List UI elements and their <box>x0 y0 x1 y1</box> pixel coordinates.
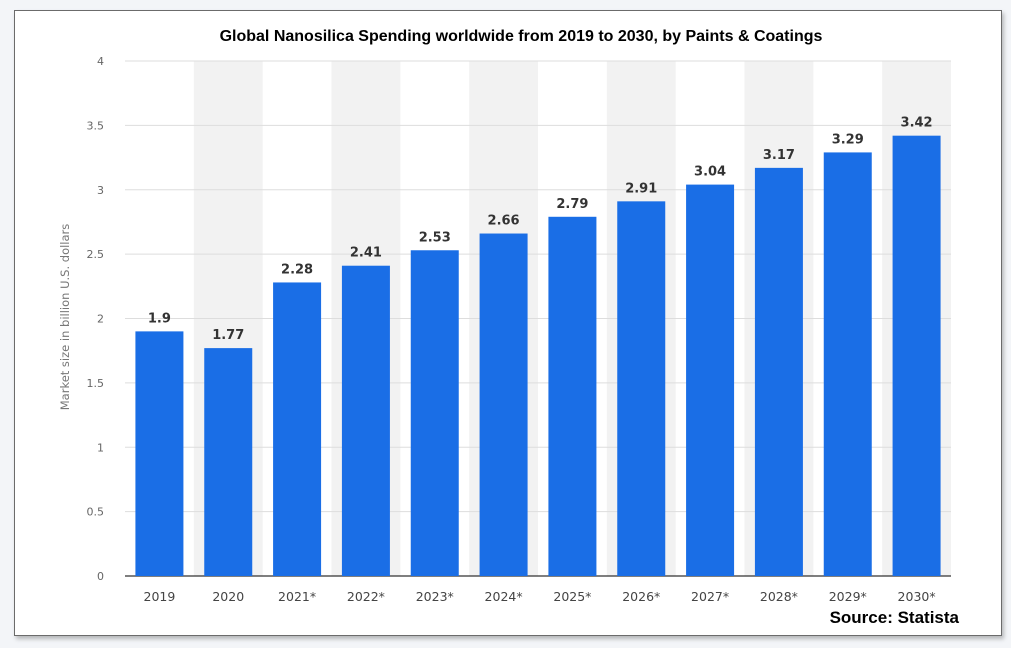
x-tick-label: 2023* <box>416 589 454 604</box>
bar <box>410 250 459 576</box>
y-tick-label: 4 <box>97 55 104 68</box>
bar <box>686 184 735 576</box>
data-label: 1.77 <box>212 328 244 343</box>
bar <box>754 167 803 577</box>
bar <box>273 282 322 576</box>
y-tick-label: 2 <box>97 313 104 326</box>
chart-frame: Global Nanosilica Spending worldwide fro… <box>14 10 1002 636</box>
x-axis-ticks: 2019 2020 2021* 2022* 2023* 2024* 2025* 2026* 20… <box>144 589 936 604</box>
x-tick-label: 2021* <box>278 589 316 604</box>
data-label: 3.29 <box>832 132 864 147</box>
y-tick-label: 3 <box>97 184 104 197</box>
chart-title: Global Nanosilica Spending worldwide fro… <box>220 28 823 45</box>
data-label: 2.41 <box>350 246 382 261</box>
x-tick-label: 2019 <box>144 589 176 604</box>
x-tick-label: 2028* <box>760 589 798 604</box>
y-axis-label: Market size in billion U.S. dollars <box>58 224 72 411</box>
data-label: 2.79 <box>556 197 588 212</box>
data-labels: 1.9 1.77 2.28 2.41 2.53 2.66 2.79 2.91 3.04 3.17 3… <box>148 116 933 343</box>
source-label: Source: Statista <box>830 608 960 627</box>
data-label: 3.17 <box>763 148 795 163</box>
bar <box>341 265 390 576</box>
x-tick-label: 2027* <box>691 589 729 604</box>
bar <box>823 152 872 576</box>
data-label: 2.28 <box>281 262 313 277</box>
bar <box>617 201 666 576</box>
bars <box>135 135 941 577</box>
data-label: 1.9 <box>148 311 171 326</box>
x-tick-label: 2022* <box>347 589 385 604</box>
y-tick-label: 0.5 <box>87 506 105 519</box>
y-tick-label: 0 <box>97 570 104 583</box>
bar <box>135 331 184 576</box>
bar <box>892 135 941 577</box>
data-label: 2.91 <box>625 181 657 196</box>
y-tick-label: 3.5 <box>87 119 105 132</box>
x-tick-label: 2030* <box>898 589 936 604</box>
x-tick-label: 2024* <box>485 589 523 604</box>
x-tick-label: 2025* <box>553 589 591 604</box>
gridlines <box>125 60 951 577</box>
data-label: 2.53 <box>419 230 451 245</box>
y-tick-label: 2.5 <box>87 248 105 261</box>
x-tick-label: 2020 <box>212 589 244 604</box>
y-tick-label: 1.5 <box>87 377 105 390</box>
bar <box>479 233 528 576</box>
bar <box>204 348 253 576</box>
x-tick-label: 2029* <box>829 589 867 604</box>
y-tick-label: 1 <box>97 441 104 454</box>
x-tick-label: 2026* <box>622 589 660 604</box>
data-label: 3.42 <box>901 116 933 131</box>
y-axis-ticks: 0 0.5 1 1.5 2 2.5 3 3.5 4 <box>87 55 105 583</box>
data-label: 3.04 <box>694 165 726 180</box>
bar <box>548 216 597 576</box>
data-label: 2.66 <box>488 214 520 229</box>
bar-chart: Global Nanosilica Spending worldwide fro… <box>58 28 960 627</box>
